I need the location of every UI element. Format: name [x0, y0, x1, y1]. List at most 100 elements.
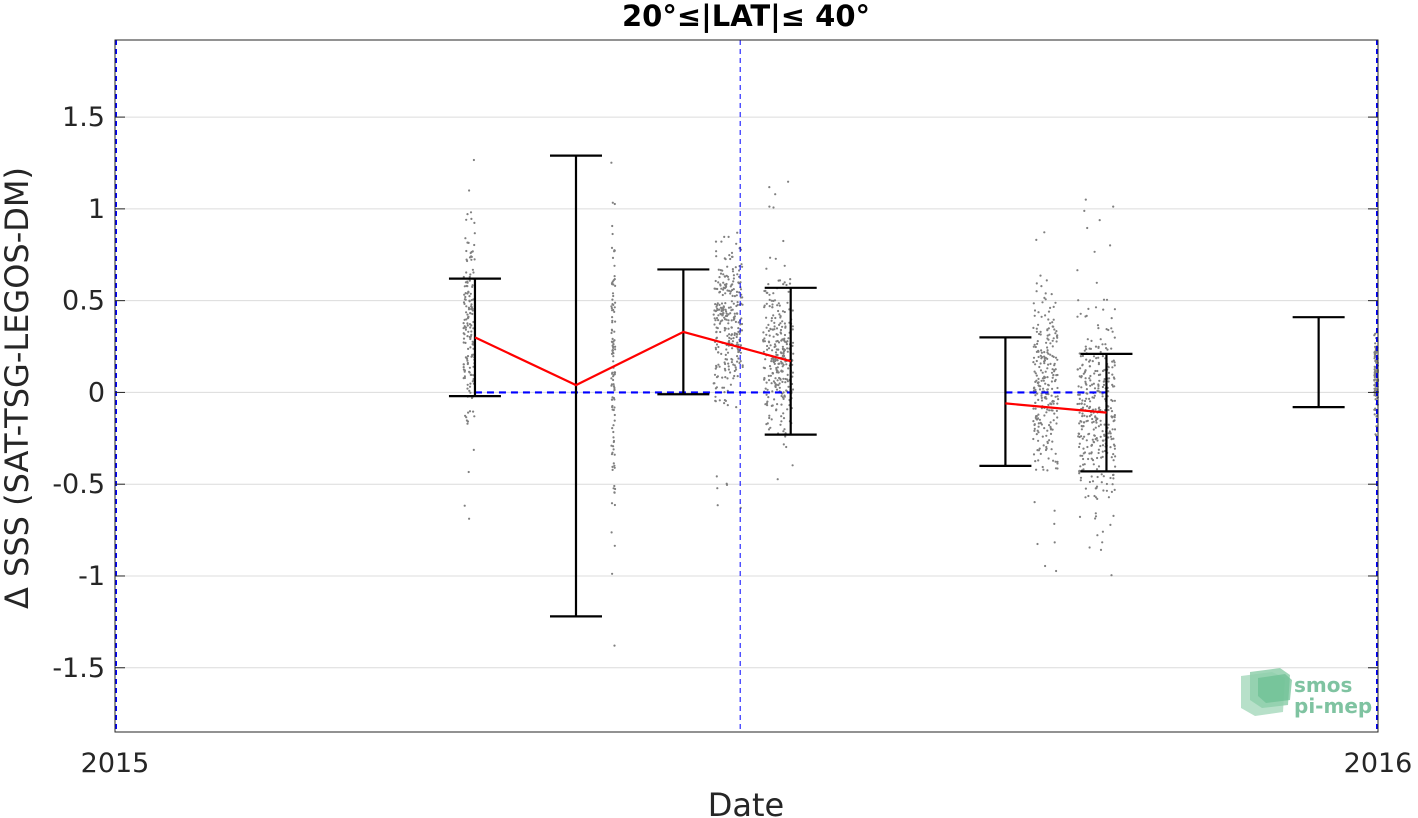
scatter-point [715, 475, 718, 478]
scatter-point [1109, 432, 1112, 435]
scatter-point [1053, 328, 1056, 331]
scatter-point [768, 414, 771, 417]
scatter-point [1095, 357, 1098, 360]
scatter-point [1094, 416, 1097, 419]
scatter-point [464, 281, 467, 284]
scatter-point [728, 289, 731, 292]
scatter-point [1078, 411, 1081, 414]
scatter-point [1105, 347, 1108, 350]
scatter-point [731, 294, 734, 297]
scatter-point [1034, 407, 1037, 410]
scatter-point [613, 278, 616, 281]
scatter-point [767, 283, 770, 286]
scatter-point [470, 333, 473, 336]
scatter-point [727, 313, 730, 316]
scatter-point [722, 273, 725, 276]
scatter-point [1096, 456, 1099, 460]
scatter-point [466, 313, 469, 316]
scatter-point [1043, 362, 1046, 365]
scatter-point [720, 302, 724, 305]
scatter-point [739, 360, 742, 363]
scatter-point [1102, 489, 1105, 492]
scatter-point [1095, 437, 1098, 440]
y-tick-label: -1 [78, 561, 105, 592]
scatter-point [1084, 369, 1087, 372]
scatter-point [1113, 308, 1116, 311]
scatter-point [714, 387, 718, 390]
scatter-point [782, 377, 785, 380]
scatter-point [1095, 281, 1098, 284]
smos-pi-mep-logo: smos pi-mep [1241, 668, 1372, 718]
scatter-point [1048, 333, 1051, 336]
scatter-point [1091, 417, 1094, 421]
scatter-point [774, 377, 777, 380]
scatter-point [732, 377, 735, 380]
scatter-point [1032, 387, 1036, 390]
scatter-point [1044, 382, 1047, 385]
scatter-point [713, 323, 716, 326]
scatter-point [775, 327, 779, 330]
scatter-point [468, 366, 471, 369]
scatter-point [1047, 318, 1050, 321]
scatter-point [713, 317, 716, 320]
scatter-point [463, 298, 466, 301]
scatter-point [1047, 403, 1050, 406]
scatter-point [734, 266, 737, 269]
scatter-point [718, 290, 722, 293]
scatter-point [763, 367, 767, 370]
scatter-point [1046, 408, 1049, 411]
scatter-point [612, 294, 615, 298]
scatter-point [1051, 321, 1054, 324]
scatter-point [1078, 352, 1081, 355]
x-tick-label: 2016 [1344, 748, 1413, 779]
scatter-point [610, 331, 613, 335]
scatter-point [473, 243, 476, 247]
scatter-point [1088, 452, 1091, 455]
scatter-point [714, 346, 717, 349]
scatter-point [1089, 359, 1092, 362]
scatter-point [1077, 385, 1080, 388]
vertical-dashed-lines [115, 40, 1378, 732]
scatter-point [1049, 353, 1052, 356]
scatter-point [1085, 392, 1088, 395]
scatter-point [1097, 387, 1100, 390]
scatter-point [789, 278, 792, 281]
scatter-point [730, 300, 734, 303]
scatter-point [776, 359, 779, 362]
scatter-point [727, 365, 730, 368]
scatter-point [1033, 427, 1036, 430]
scatter-point [1049, 432, 1053, 435]
scatter-point [1373, 413, 1376, 416]
scatter-point [1112, 473, 1115, 476]
scatter-point [1076, 368, 1079, 371]
scatter-point [611, 316, 614, 319]
scatter-point [613, 386, 616, 389]
scatter-point [1056, 460, 1059, 463]
scatter-point [736, 375, 739, 378]
scatter-point [1033, 370, 1036, 373]
scatter-point [611, 396, 614, 399]
scatter-point [727, 322, 730, 325]
scatter-point [767, 428, 771, 431]
scatter-point [1033, 423, 1036, 426]
scatter-point [1089, 384, 1092, 387]
scatter-point [1052, 419, 1055, 422]
scatter-point [1033, 501, 1036, 504]
scatter-point [721, 376, 724, 379]
scatter-point [1046, 334, 1049, 337]
scatter-point [1043, 296, 1046, 299]
scatter-point [1049, 428, 1053, 431]
scatter-point [731, 270, 735, 273]
scatter-point [1103, 423, 1106, 426]
scatter-point [1053, 522, 1056, 526]
scatter-point [1055, 330, 1058, 333]
scatter-point [1088, 546, 1091, 549]
scatter-point [614, 301, 617, 304]
scatter-point [1099, 408, 1102, 412]
scatter-point [737, 350, 740, 354]
scatter-point [1046, 376, 1049, 379]
scatter-point [773, 343, 777, 346]
scatter-point [1100, 473, 1103, 476]
scatter-point [1097, 465, 1101, 468]
scatter-point [737, 321, 740, 324]
